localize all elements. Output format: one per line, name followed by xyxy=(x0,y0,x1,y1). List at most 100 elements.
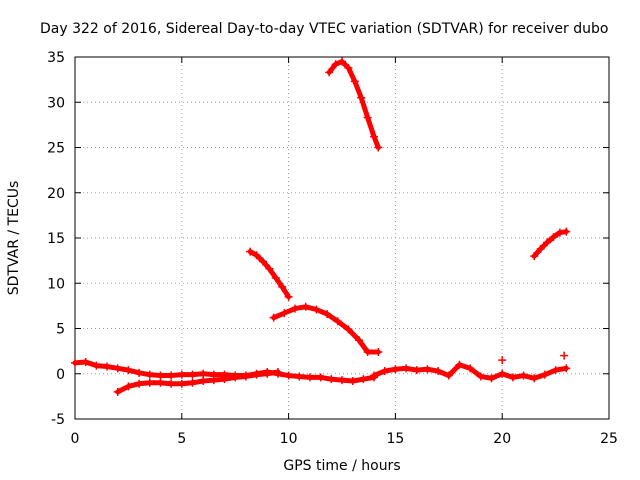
data-point xyxy=(498,356,507,365)
data-point xyxy=(325,68,334,77)
data-point xyxy=(284,292,293,301)
data-point xyxy=(263,369,272,378)
data-point xyxy=(555,228,564,237)
data-point xyxy=(540,370,549,379)
data-point xyxy=(487,374,496,383)
axis-ticks: 0 5 10 15 20 25 -5 0 5 10 15 20 25 30 35 xyxy=(47,50,618,447)
data-points xyxy=(71,57,571,396)
data-point xyxy=(391,365,400,374)
data-point xyxy=(560,351,569,360)
y-tick-label: 5 xyxy=(56,322,65,338)
grid xyxy=(75,57,609,419)
data-point xyxy=(344,63,353,72)
data-point xyxy=(177,379,186,388)
data-point xyxy=(188,370,197,379)
data-point xyxy=(370,371,379,380)
data-point xyxy=(280,309,289,318)
y-tick-label: 10 xyxy=(47,276,65,292)
data-point xyxy=(357,93,366,102)
data-point xyxy=(269,313,278,322)
y-tick-label: 25 xyxy=(47,141,65,157)
data-point xyxy=(344,325,353,334)
x-tick-label: 0 xyxy=(71,431,80,447)
data-point xyxy=(92,361,101,370)
data-point xyxy=(220,375,229,384)
data-point xyxy=(252,251,261,260)
series-band xyxy=(326,59,381,150)
data-point xyxy=(265,264,274,273)
x-tick-label: 10 xyxy=(280,431,298,447)
data-point xyxy=(543,238,552,247)
data-point xyxy=(188,378,197,387)
data-point xyxy=(305,373,314,382)
series-track xyxy=(370,360,571,383)
data-point xyxy=(177,370,186,379)
data-point xyxy=(124,382,133,391)
y-tick-label: 15 xyxy=(47,231,65,247)
data-point xyxy=(167,379,176,388)
data-point xyxy=(167,371,176,380)
data-point xyxy=(363,113,372,122)
data-point xyxy=(338,57,346,66)
series-track xyxy=(498,351,569,365)
y-tick-label: 0 xyxy=(56,367,65,383)
data-point xyxy=(519,371,528,380)
data-point xyxy=(241,372,250,381)
data-point xyxy=(551,366,560,375)
data-point xyxy=(113,387,122,396)
data-point xyxy=(363,348,372,357)
data-point xyxy=(301,302,310,311)
series-band xyxy=(531,229,569,259)
series-track xyxy=(325,57,383,152)
x-tick-label: 25 xyxy=(600,431,618,447)
data-point xyxy=(530,252,539,261)
data-point xyxy=(350,77,359,86)
data-point xyxy=(444,371,453,380)
data-point xyxy=(374,143,383,152)
y-tick-label: 30 xyxy=(47,95,65,111)
data-point xyxy=(246,247,255,256)
data-point xyxy=(374,348,383,357)
series-band xyxy=(115,369,281,395)
data-point xyxy=(508,373,517,382)
y-tick-label: -5 xyxy=(51,412,65,428)
data-point xyxy=(536,244,545,253)
series-track xyxy=(530,227,571,261)
data-point xyxy=(312,305,321,314)
chart-title: Day 322 of 2016, Sidereal Day-to-day VTE… xyxy=(40,21,608,37)
data-point xyxy=(498,369,507,378)
data-point xyxy=(466,364,475,373)
data-point xyxy=(156,371,165,380)
data-point xyxy=(271,273,280,282)
data-point xyxy=(124,366,133,375)
data-point xyxy=(81,357,90,366)
data-point xyxy=(295,372,304,381)
data-point xyxy=(562,227,571,236)
data-point xyxy=(434,367,443,376)
data-point xyxy=(402,364,411,373)
data-point xyxy=(278,282,287,291)
data-point xyxy=(135,368,144,377)
data-point xyxy=(103,362,112,371)
data-point xyxy=(113,364,122,373)
x-axis-label: GPS time / hours xyxy=(283,458,400,474)
y-tick-label: 35 xyxy=(47,50,65,66)
series-track xyxy=(269,302,383,357)
data-point xyxy=(380,367,389,376)
data-point xyxy=(323,310,332,319)
data-point xyxy=(562,364,571,373)
x-tick-label: 20 xyxy=(493,431,511,447)
data-point xyxy=(231,373,240,382)
data-point xyxy=(209,376,218,385)
data-point xyxy=(71,358,79,367)
data-point xyxy=(145,378,154,387)
series-track xyxy=(246,247,293,301)
x-tick-label: 15 xyxy=(386,431,404,447)
data-point xyxy=(199,376,208,385)
data-point xyxy=(348,376,357,385)
data-point xyxy=(291,304,300,313)
data-point xyxy=(423,365,432,374)
y-axis-label: SDTVAR / TECUs xyxy=(6,181,22,296)
data-point xyxy=(284,371,293,380)
